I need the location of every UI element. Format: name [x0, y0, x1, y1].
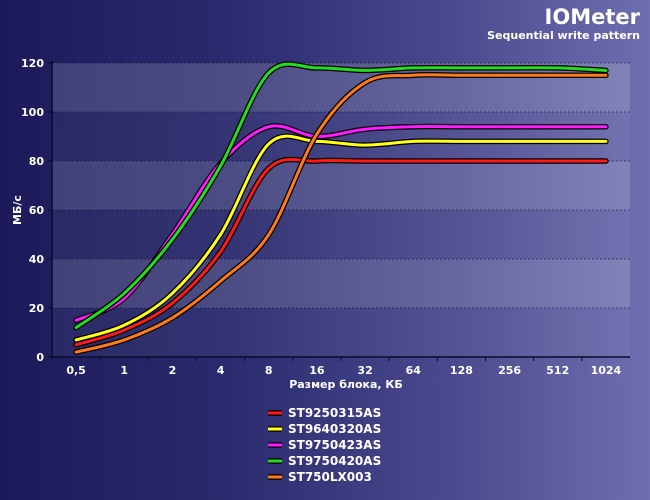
chart-subtitle: Sequential write pattern [487, 29, 640, 42]
series-line [74, 73, 608, 354]
y-tick-label: 60 [29, 204, 45, 217]
legend-label: ST9250315AS [288, 406, 381, 420]
y-tick-label: 120 [21, 57, 44, 70]
y-axis-label: МБ/с [11, 195, 24, 225]
legend-label: ST750LX003 [288, 470, 372, 484]
series-lines [73, 61, 609, 355]
x-tick-label: 1024 [591, 364, 622, 377]
series-line [74, 62, 608, 330]
y-tick-labels: 0 20 40 60 80 100 120 [21, 57, 52, 364]
y-tick-label: 100 [21, 106, 44, 119]
legend: ST9250315AS ST9640320AS ST9750423AS ST97504… [268, 406, 381, 484]
x-tick-labels: 0,5 1 2 4 8 16 32 64 128 256 512 1024 [51, 357, 622, 377]
legend-label: ST9750423AS [288, 438, 381, 452]
x-tick-label: 1 [120, 364, 128, 377]
x-tick-label: 32 [357, 364, 372, 377]
x-tick-label: 0,5 [66, 364, 86, 377]
x-tick-label: 64 [406, 364, 422, 377]
plot-band [52, 210, 630, 259]
y-tick-label: 0 [36, 351, 44, 364]
plot-area [52, 63, 630, 357]
chart-title: IOMeter [545, 5, 641, 29]
y-tick-label: 40 [29, 253, 45, 266]
x-tick-label: 256 [498, 364, 521, 377]
x-tick-label: 16 [309, 364, 325, 377]
legend-label: ST9640320AS [288, 422, 381, 436]
x-axis-label: Размер блока, КБ [289, 378, 403, 391]
y-tick-label: 20 [29, 302, 45, 315]
series-line [74, 157, 608, 347]
x-tick-label: 512 [546, 364, 569, 377]
x-tick-label: 2 [169, 364, 177, 377]
legend-label: ST9750420AS [288, 454, 381, 468]
plot-band [52, 161, 630, 210]
series-line [74, 134, 608, 342]
x-tick-label: 4 [217, 364, 225, 377]
x-tick-label: 8 [265, 364, 273, 377]
y-tick-label: 80 [29, 155, 45, 168]
plot-band [52, 112, 630, 161]
x-tick-label: 128 [450, 364, 473, 377]
